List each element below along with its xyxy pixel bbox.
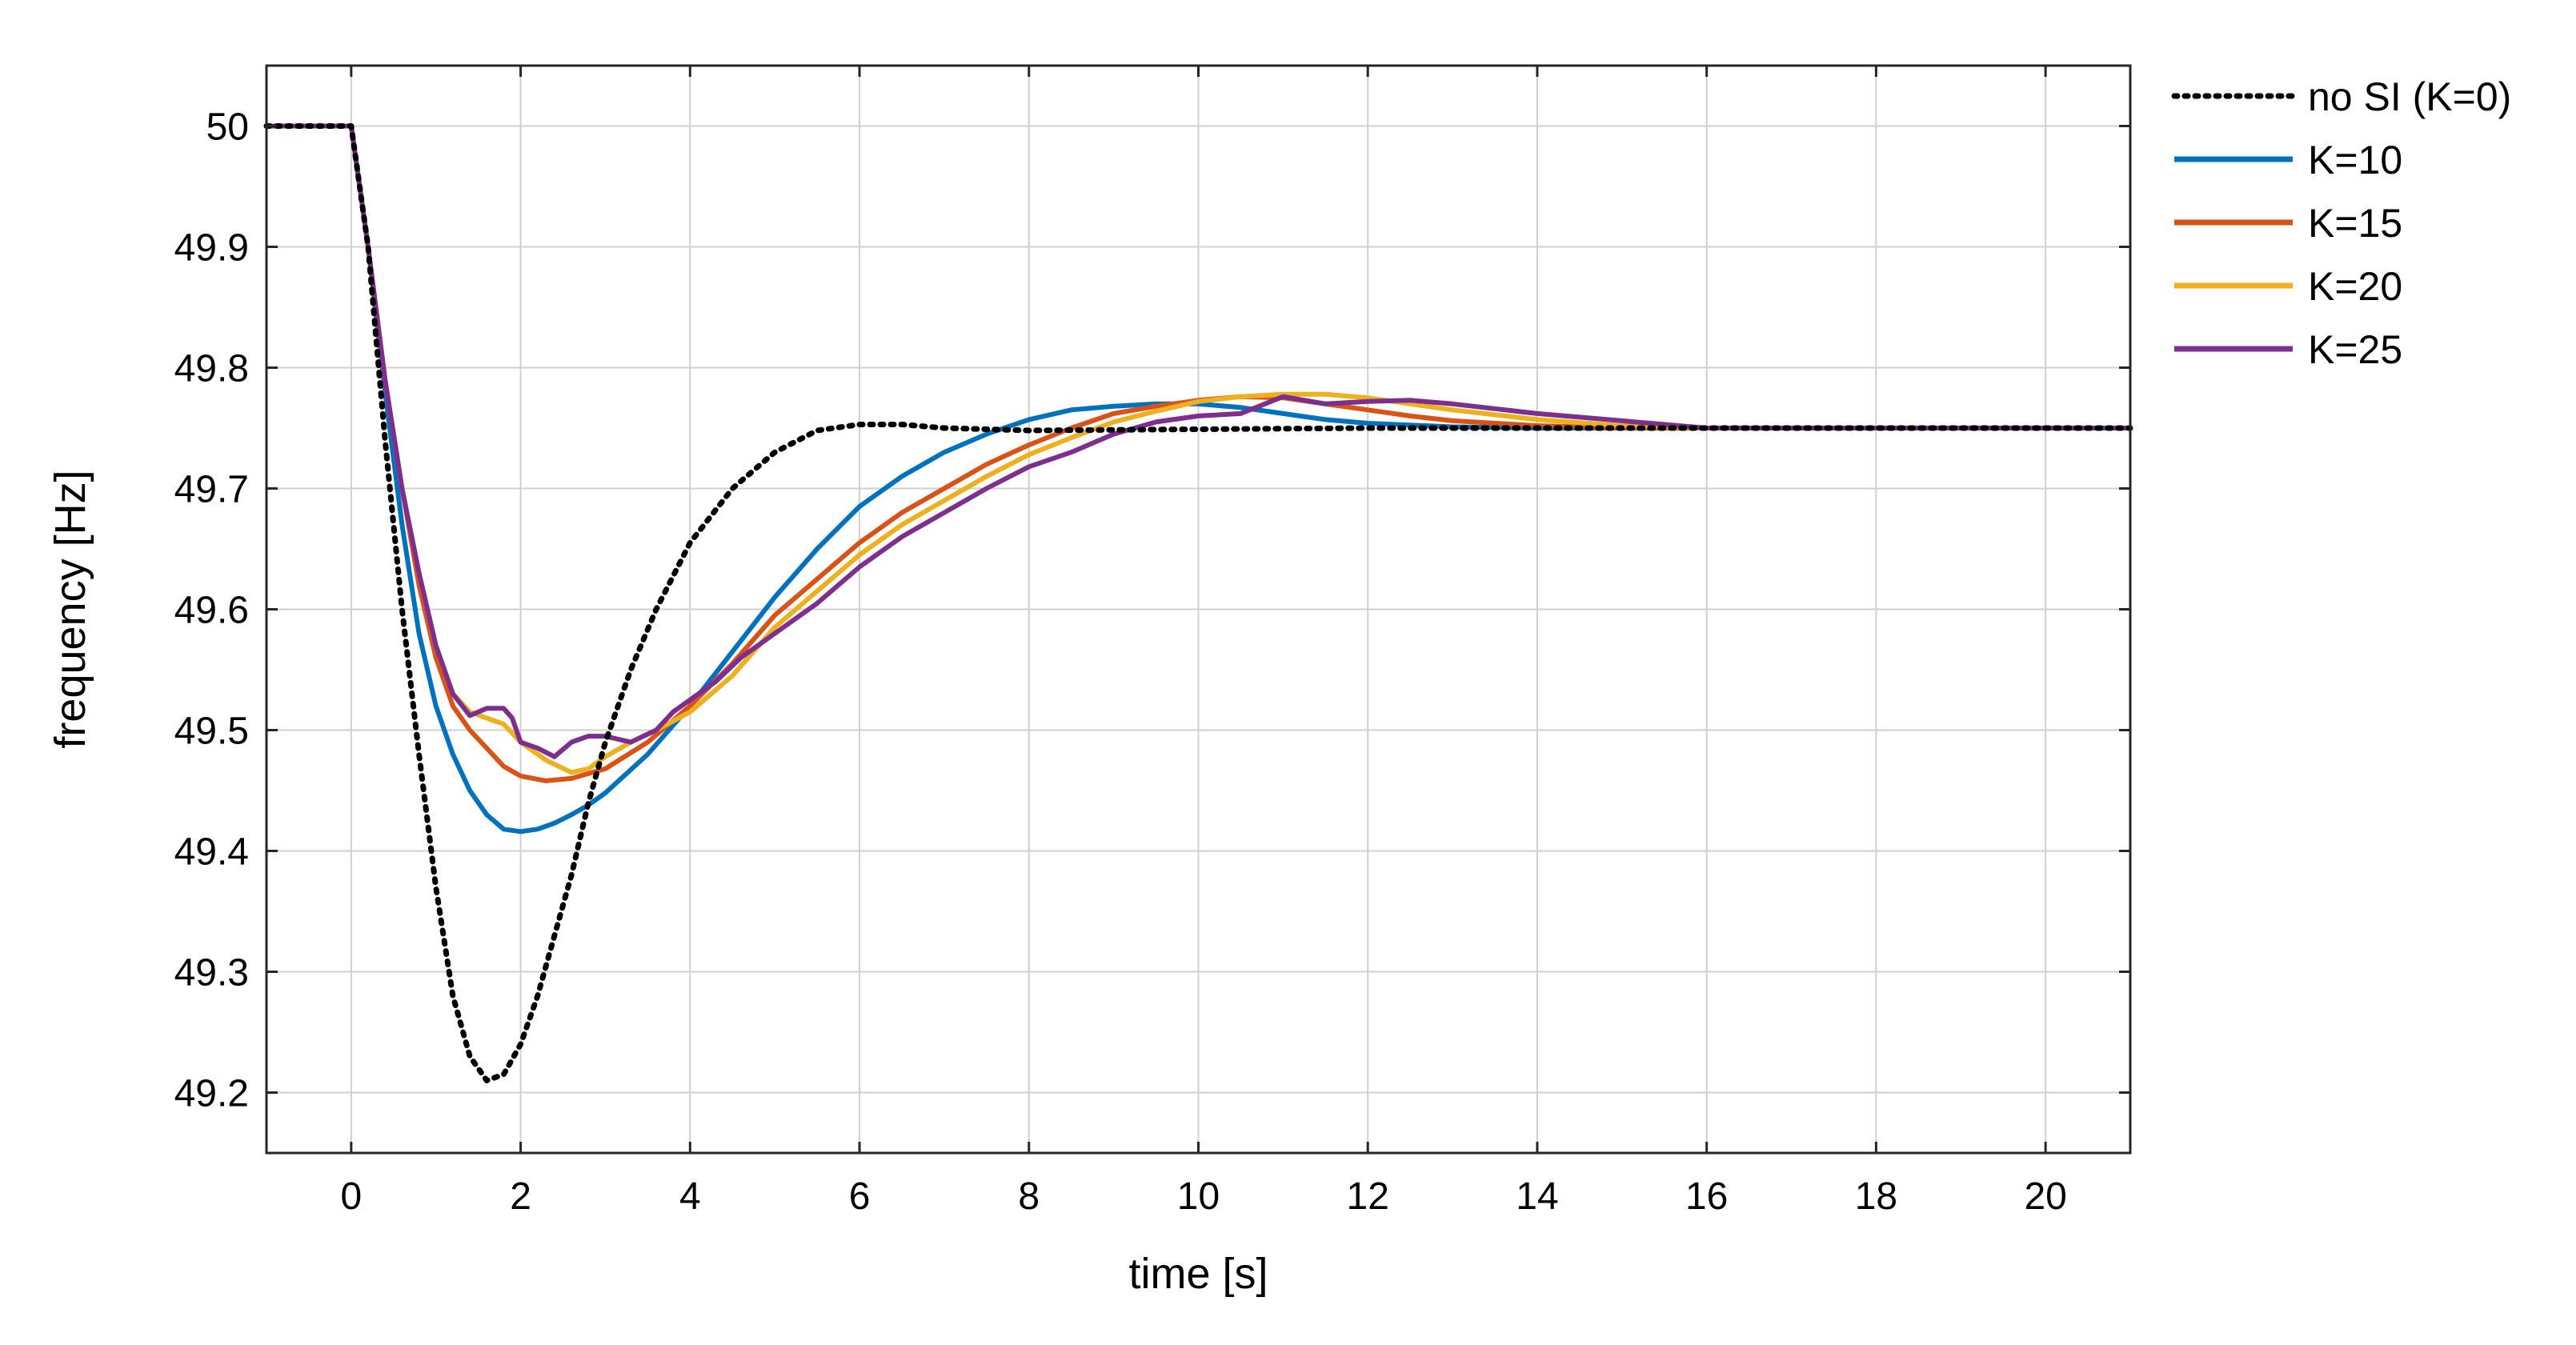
- x-tick-label: 8: [1018, 1175, 1040, 1218]
- x-tick-label: 10: [1177, 1175, 1220, 1218]
- x-tick-label: 2: [510, 1175, 531, 1218]
- legend-label: K=25: [2308, 327, 2402, 372]
- y-tick-label: 49.7: [174, 469, 249, 511]
- x-tick-label: 6: [849, 1175, 871, 1218]
- x-tick-label: 4: [679, 1175, 701, 1218]
- x-tick-label: 12: [1347, 1175, 1389, 1218]
- y-tick-label: 50: [206, 106, 249, 149]
- axis-ticks: 0 2 4 6 8 10 12 14 16 18 20 49.2 49.3 49.4 49.5 49.6 49.…: [174, 66, 2130, 1218]
- legend: no SI (K=0) K=10 K=15 K=20 K=25: [2171, 74, 2511, 372]
- series-line-k-10: [264, 123, 2133, 835]
- x-tick-label: 16: [1685, 1175, 1728, 1218]
- y-tick-label: 49.5: [174, 711, 249, 753]
- series-line-no-si-k-0: [263, 123, 2133, 1083]
- y-tick-label: 49.3: [174, 952, 249, 995]
- x-tick-label: 14: [1516, 1175, 1558, 1218]
- series-lines: [263, 123, 2133, 1083]
- y-tick-label: 49.9: [174, 227, 249, 270]
- x-tick-label: 18: [1855, 1175, 1897, 1218]
- x-tick-label: 0: [341, 1175, 363, 1218]
- grid: [266, 66, 2130, 1153]
- series-line-k-15: [264, 123, 2133, 783]
- y-tick-label: 49.8: [174, 348, 249, 390]
- y-tick-label: 49.6: [174, 590, 249, 632]
- legend-label: K=10: [2308, 138, 2402, 182]
- y-tick-label: 49.2: [174, 1073, 249, 1115]
- y-axis-label: frequency [Hz]: [46, 470, 94, 748]
- legend-label: no SI (K=0): [2308, 74, 2511, 119]
- legend-label: K=15: [2308, 201, 2402, 246]
- y-tick-label: 49.4: [174, 831, 249, 874]
- series-line-k-25: [264, 123, 2133, 759]
- x-tick-label: 20: [2024, 1175, 2066, 1218]
- x-axis-label: time [s]: [1128, 1250, 1268, 1298]
- legend-label: K=20: [2308, 264, 2402, 309]
